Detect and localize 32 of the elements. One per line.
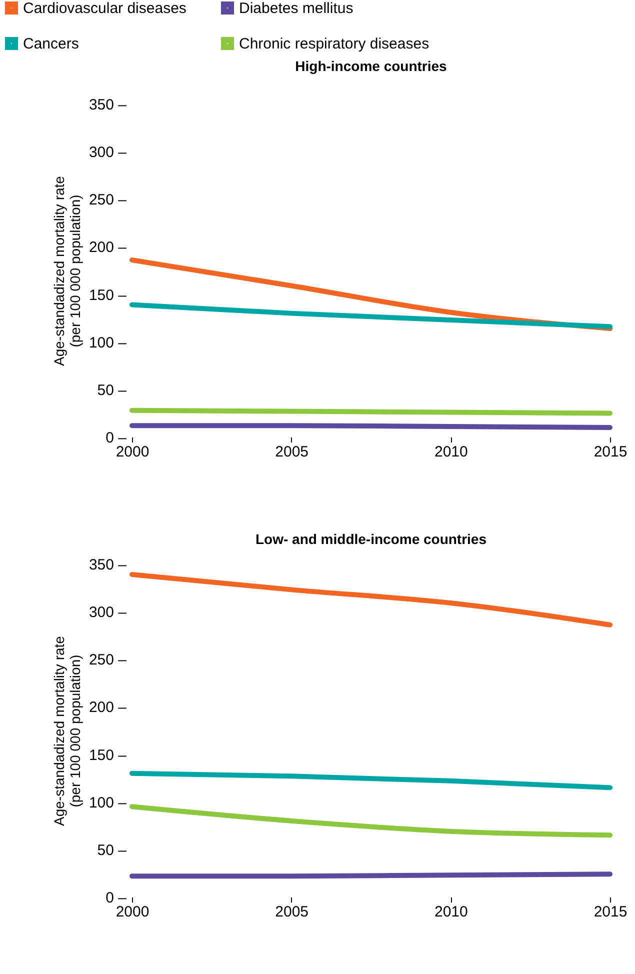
y-tick-label: 0 – bbox=[106, 890, 128, 906]
y-tick-label: 50 – bbox=[97, 382, 128, 399]
x-tick-label: 2005 bbox=[275, 444, 309, 460]
y-tick-label: 300 – bbox=[88, 144, 128, 162]
chart-title: Low- and middle-income countries bbox=[255, 531, 487, 547]
y-tick-label: 350 – bbox=[88, 96, 128, 114]
x-tick-label: 2010 bbox=[434, 904, 468, 920]
legend-label: Diabetes mellitus bbox=[239, 0, 354, 17]
y-tick-label: 100 – bbox=[88, 334, 128, 352]
legend-label: Cancers bbox=[23, 36, 79, 52]
y-tick-label: 150 – bbox=[88, 746, 128, 764]
y-tick-label: 150 – bbox=[88, 286, 128, 304]
x-tick-label: 2010 bbox=[434, 444, 468, 460]
legend-label: Cardiovascular diseases bbox=[23, 0, 186, 17]
chart-title: High-income countries bbox=[295, 58, 448, 74]
y-tick-label: 100 – bbox=[88, 794, 128, 812]
x-tick-label: 2000 bbox=[116, 904, 150, 920]
y-tick-label: 350 – bbox=[88, 556, 128, 574]
legend-label: Chronic respiratory diseases bbox=[239, 36, 430, 52]
y-axis-title: Age-standadized mortality rate (per 100 000 population) bbox=[50, 176, 83, 366]
y-tick-label: 300 – bbox=[88, 604, 128, 622]
x-tick-label: 2005 bbox=[275, 904, 309, 920]
x-tick-label: 2015 bbox=[594, 904, 628, 920]
x-tick-label: 2015 bbox=[594, 444, 628, 460]
y-tick-label: 200 – bbox=[88, 699, 128, 716]
y-tick-label: 250 – bbox=[88, 192, 128, 209]
y-tick-label: 250 – bbox=[88, 652, 128, 669]
y-tick-label: 50 – bbox=[97, 842, 128, 859]
y-tick-label: 0 – bbox=[106, 430, 128, 446]
x-tick-label: 2000 bbox=[116, 444, 150, 460]
y-axis-title: Age-standadized mortality rate (per 100 000 population) bbox=[50, 636, 83, 826]
y-tick-label: 200 – bbox=[88, 239, 128, 256]
